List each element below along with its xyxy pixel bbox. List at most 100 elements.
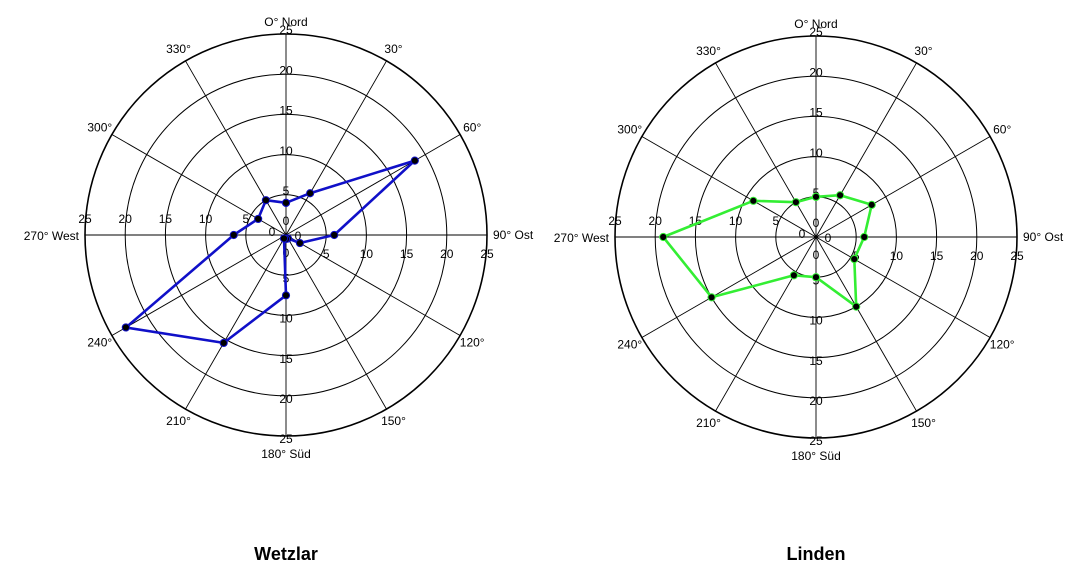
- angle-label: 240°: [617, 338, 642, 352]
- spoke-line: [815, 62, 917, 238]
- spoke-line: [715, 62, 817, 238]
- chart-title-wetzlar: Wetzlar: [254, 544, 318, 564]
- radial-tick-label: 5: [242, 212, 249, 226]
- radial-tick-label: 25: [279, 23, 293, 37]
- radial-tick-label: 25: [809, 25, 823, 39]
- radial-tick-label: 10: [890, 249, 904, 263]
- radial-tick-label: 10: [809, 146, 823, 160]
- radial-tick-label: 20: [119, 212, 133, 226]
- spoke-line: [815, 236, 917, 412]
- angle-label: 210°: [166, 414, 191, 428]
- angle-label: 150°: [911, 416, 936, 430]
- radial-tick-label: 0: [813, 216, 820, 230]
- data-point: [254, 214, 263, 224]
- angle-label: 210°: [696, 416, 721, 430]
- radial-tick-label: 0: [283, 214, 290, 228]
- spoke-line: [641, 236, 817, 338]
- radial-tick-label: 5: [323, 247, 330, 261]
- spoke-line: [715, 236, 817, 412]
- radial-tick-label: 0: [825, 231, 832, 245]
- spoke-line: [815, 236, 991, 338]
- radial-tick-label: 0: [269, 225, 276, 239]
- chart-title-linden: Linden: [787, 544, 846, 564]
- angle-label: 60°: [993, 123, 1011, 137]
- radial-tick-label: 5: [772, 214, 779, 228]
- spoke-line: [285, 60, 387, 236]
- angle-label: O° Nord: [264, 15, 307, 29]
- data-point: [306, 189, 315, 198]
- radial-tick-label: 10: [360, 247, 374, 261]
- radial-tick-label: 15: [930, 249, 944, 263]
- spoke-line: [285, 234, 387, 410]
- radial-tick-label: 25: [1010, 249, 1024, 263]
- spoke-line: [185, 60, 287, 236]
- angle-label: 300°: [87, 121, 112, 135]
- spoke-line: [815, 136, 991, 238]
- data-point: [330, 230, 339, 240]
- data-point: [229, 230, 238, 240]
- data-point: [659, 232, 668, 242]
- radial-tick-label: 10: [199, 212, 213, 226]
- radial-tick-label: 25: [78, 212, 92, 226]
- radial-tick-label: 10: [279, 144, 293, 158]
- data-point: [410, 156, 419, 165]
- radial-tick-label: 0: [799, 227, 806, 241]
- radial-tick-label: 20: [440, 247, 454, 261]
- angle-label: 270° West: [554, 231, 610, 245]
- angle-label: 330°: [696, 44, 721, 58]
- angle-label: 120°: [460, 336, 485, 350]
- data-point: [860, 232, 869, 242]
- radial-tick-label: 20: [809, 65, 823, 79]
- radial-tick-label: 0: [295, 229, 302, 243]
- radial-tick-label: 20: [649, 214, 663, 228]
- radial-tick-label: 15: [279, 352, 293, 366]
- radial-tick-label: 10: [279, 312, 293, 326]
- radial-tick-label: 20: [279, 392, 293, 406]
- data-point: [789, 271, 798, 280]
- radial-tick-label: 10: [809, 314, 823, 328]
- data-point: [749, 196, 758, 205]
- angle-label: 240°: [87, 336, 112, 350]
- angle-label: 90° Ost: [493, 228, 534, 242]
- angle-label: 270° West: [24, 229, 80, 243]
- angle-label: 150°: [381, 414, 406, 428]
- angle-label: 120°: [990, 338, 1015, 352]
- radial-tick-label: 25: [279, 432, 293, 446]
- data-point: [811, 273, 821, 282]
- angle-label: O° Nord: [794, 17, 837, 31]
- data-point: [121, 323, 130, 332]
- angle-label: 90° Ost: [1023, 230, 1064, 244]
- radial-tick-label: 10: [729, 214, 743, 228]
- spoke-line: [111, 234, 287, 336]
- data-point: [811, 192, 821, 201]
- angle-label: 30°: [914, 44, 932, 58]
- radial-tick-label: 15: [400, 247, 414, 261]
- spoke-line: [641, 136, 817, 238]
- radial-tick-label: 15: [159, 212, 173, 226]
- data-point: [867, 200, 876, 209]
- spoke-line: [185, 234, 287, 410]
- data-point: [852, 302, 861, 311]
- data-point: [281, 198, 291, 207]
- data-point: [850, 255, 859, 264]
- radial-tick-label: 25: [809, 434, 823, 448]
- spoke-line: [285, 234, 461, 336]
- radial-tick-label: 20: [809, 394, 823, 408]
- radial-tick-label: 20: [279, 63, 293, 77]
- data-point: [219, 338, 228, 348]
- radial-tick-label: 15: [809, 106, 823, 120]
- data-point: [836, 191, 845, 200]
- polar-chart-wetzlar: 0000555510101010151515152020202025252525…: [24, 15, 534, 461]
- data-point: [791, 198, 801, 207]
- angle-label: 30°: [384, 42, 402, 56]
- angle-label: 330°: [166, 42, 191, 56]
- data-point: [261, 196, 270, 205]
- radial-tick-label: 5: [283, 184, 290, 198]
- radial-tick-label: 25: [608, 214, 622, 228]
- angle-label: 180° Süd: [261, 447, 311, 461]
- angle-label: 300°: [617, 123, 642, 137]
- radial-tick-label: 0: [813, 248, 820, 262]
- data-point: [295, 238, 305, 248]
- data-point: [707, 293, 716, 302]
